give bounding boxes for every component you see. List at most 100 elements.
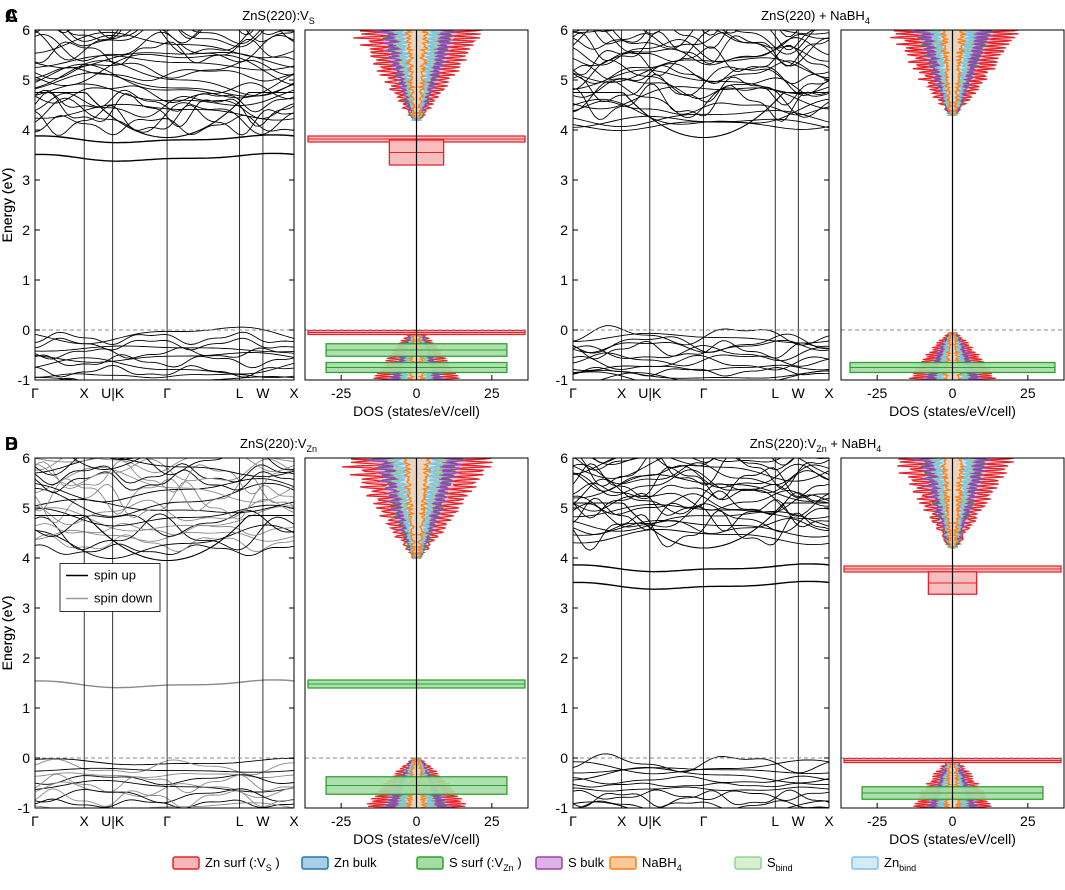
- valence-band: [35, 774, 294, 786]
- y-tick-label: 4: [560, 122, 568, 138]
- k-point-label: X: [289, 385, 299, 401]
- legend-swatch: [535, 856, 563, 870]
- spin-legend: spin up spin down: [59, 563, 161, 612]
- valence-band: [573, 354, 829, 371]
- dos-x-tick-label: 0: [413, 813, 421, 829]
- conduction-band: [35, 523, 294, 536]
- legend-swatch: [734, 856, 762, 870]
- y-tick-label: 5: [560, 500, 568, 516]
- k-point-label: W: [792, 813, 806, 829]
- y-tick-label: 2: [22, 222, 30, 238]
- valence-band: [573, 800, 829, 808]
- conduction-band: [573, 57, 829, 83]
- conduction-band-minimum: [35, 91, 294, 139]
- dos-x-tick-label: 0: [949, 385, 957, 401]
- k-point-label: U|K: [101, 813, 125, 829]
- legend-label: Sbind: [767, 855, 793, 873]
- band-structure: [573, 30, 829, 380]
- conduction-band: [35, 55, 294, 71]
- k-point-label: X: [824, 813, 834, 829]
- conduction-band: [35, 60, 294, 97]
- k-point-label: L: [771, 385, 779, 401]
- y-tick-label: 3: [560, 600, 568, 616]
- y-tick-label: 3: [560, 172, 568, 188]
- legend-label: Znbind: [884, 855, 916, 873]
- valence-band: [35, 758, 294, 776]
- k-point-label: L: [236, 813, 244, 829]
- y-tick-label: 3: [22, 172, 30, 188]
- valence-band: [573, 370, 829, 380]
- k-point-label: Γ: [31, 385, 39, 401]
- dos-x-tick-label: 0: [949, 813, 957, 829]
- legend-label: S bulk: [568, 855, 605, 870]
- valence-band: [35, 357, 294, 375]
- conduction-band: [573, 493, 829, 515]
- valence-band: [573, 345, 829, 362]
- valence-band: [35, 802, 294, 808]
- valence-band: [35, 337, 294, 351]
- conduction-band: [35, 478, 294, 503]
- conduction-band: [573, 30, 816, 55]
- y-tick-label: 6: [560, 450, 568, 466]
- k-point-label: W: [256, 385, 270, 401]
- conduction-band: [57, 30, 255, 36]
- k-point-label: X: [617, 813, 627, 829]
- conduction-band: [35, 53, 294, 86]
- y-tick-label: -1: [18, 800, 31, 816]
- dos-axis-label: DOS (states/eV/cell): [889, 831, 1016, 847]
- conduction-band: [66, 30, 261, 45]
- band-axes-frame: [572, 29, 830, 381]
- dos-x-tick-label: 25: [1020, 813, 1036, 829]
- y-tick-label: 2: [560, 650, 568, 666]
- k-point-label: U|K: [638, 813, 662, 829]
- conduction-band-minimum: [573, 502, 829, 549]
- y-tick-label: 0: [22, 322, 30, 338]
- conduction-band: [35, 89, 294, 113]
- y-tick-label: -1: [556, 372, 569, 388]
- conduction-band: [573, 60, 829, 84]
- y-tick-label: 6: [560, 22, 568, 38]
- conduction-band: [58, 30, 266, 48]
- conduction-band: [35, 30, 294, 44]
- spin-legend-frame: [59, 563, 161, 612]
- conduction-band: [35, 533, 294, 553]
- conduction-band: [573, 115, 829, 130]
- dos-x-tick-label: -25: [867, 813, 887, 829]
- k-point-label: U|K: [638, 385, 662, 401]
- valence-band: [35, 773, 294, 794]
- k-point-label: X: [80, 385, 90, 401]
- conduction-band: [573, 482, 829, 501]
- dos-x-tick-label: 25: [484, 813, 500, 829]
- valence-band: [598, 372, 681, 380]
- k-point-label: L: [771, 813, 779, 829]
- conduction-band: [573, 462, 829, 486]
- conduction-band: [573, 528, 829, 546]
- legend-swatch: [851, 856, 879, 870]
- y-tick-label: -1: [556, 800, 569, 816]
- y-tick-label: 2: [22, 650, 30, 666]
- conduction-band: [35, 92, 294, 119]
- conduction-band: [573, 37, 829, 66]
- valence-band: [573, 340, 829, 360]
- valence-band: [35, 767, 294, 773]
- conduction-band: [573, 463, 829, 500]
- band-axes-frame: [572, 457, 830, 809]
- conduction-band: [35, 103, 294, 121]
- panel-title: ZnS(220) + NaBH4: [761, 8, 870, 26]
- spin-up-label: spin up: [94, 568, 136, 583]
- panel-title: ZnS(220):VS: [242, 8, 315, 26]
- k-point-label: W: [792, 385, 806, 401]
- conduction-band: [35, 97, 294, 135]
- valence-band: [573, 325, 829, 346]
- dos-axis-label: DOS (states/eV/cell): [353, 403, 480, 419]
- valence-band: [35, 347, 294, 360]
- conduction-band: [573, 458, 829, 479]
- conduction-band-minimum: [35, 514, 294, 562]
- k-point-label: Γ: [569, 385, 577, 401]
- conduction-band: [573, 45, 829, 67]
- k-point-label: Γ: [163, 385, 171, 401]
- dos-x-tick-label: -25: [867, 385, 887, 401]
- y-tick-label: 0: [560, 750, 568, 766]
- panel-A: A ZnS(220):VS -1 0 1 2 3 4 5 6 Energy (eV) Γ X U|K Γ L W…: [0, 6, 529, 419]
- k-point-label: X: [80, 813, 90, 829]
